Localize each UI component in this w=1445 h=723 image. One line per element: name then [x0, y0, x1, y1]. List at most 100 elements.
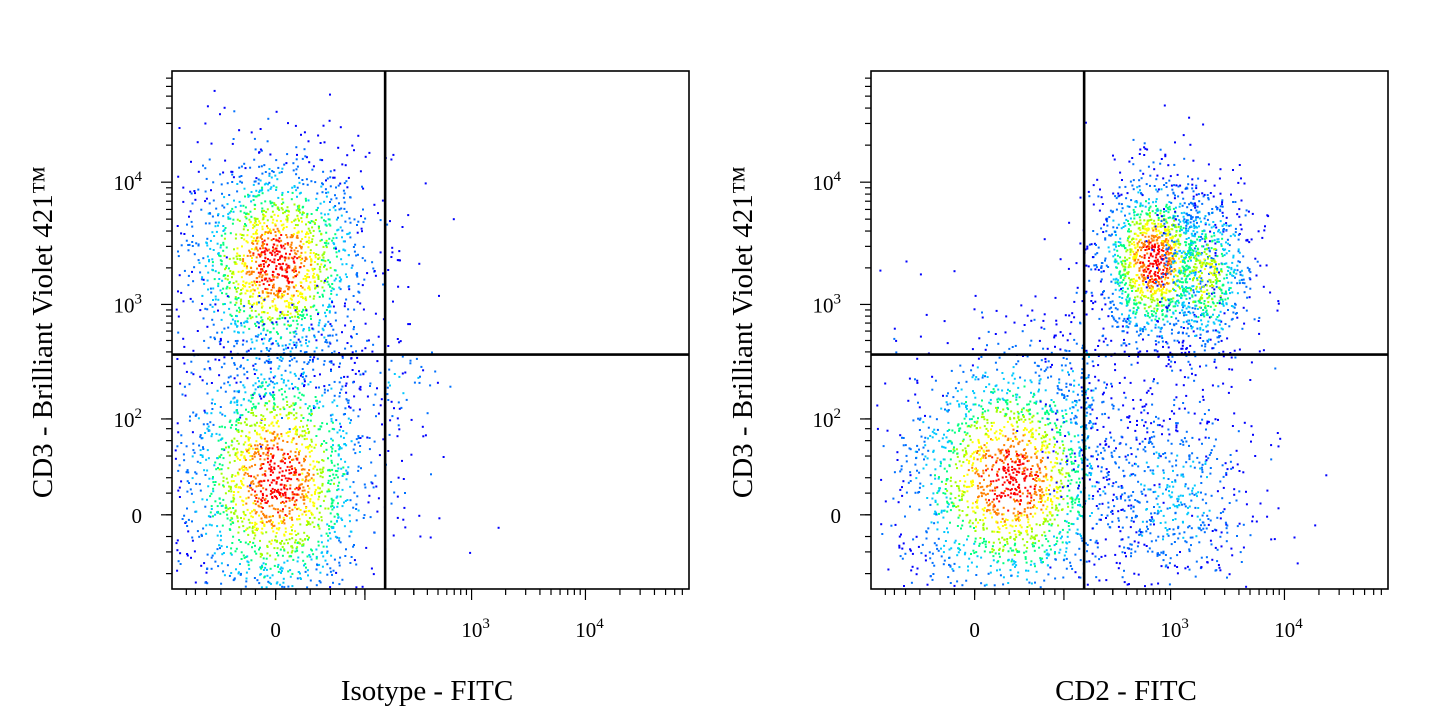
event-dot — [235, 301, 238, 304]
event-dot — [1225, 222, 1228, 225]
event-dot — [316, 284, 319, 287]
event-dot — [255, 522, 258, 525]
event-dot — [268, 172, 271, 175]
event-dot — [1139, 350, 1142, 353]
event-dot — [287, 256, 290, 259]
event-dot — [255, 247, 258, 250]
event-dot — [292, 260, 295, 263]
event-dot — [257, 504, 260, 507]
event-dot — [265, 347, 268, 349]
event-dot — [206, 105, 209, 108]
event-dot — [268, 505, 271, 508]
event-dot — [273, 547, 276, 550]
event-dot — [1116, 321, 1119, 324]
event-dot — [197, 243, 200, 246]
event-dot — [1189, 254, 1192, 256]
event-dot — [305, 156, 308, 159]
event-dot — [290, 198, 293, 201]
event-dot — [243, 265, 246, 268]
event-dot — [1225, 216, 1228, 219]
event-dot — [296, 257, 299, 260]
event-dot — [1208, 250, 1211, 253]
event-dot — [301, 368, 304, 370]
event-dot — [313, 465, 316, 468]
event-dot — [1163, 283, 1166, 286]
event-dot — [261, 172, 264, 175]
event-dot — [1107, 296, 1110, 299]
event-dot — [222, 484, 225, 487]
event-dot — [1079, 242, 1082, 245]
event-dot — [319, 270, 322, 273]
event-dot — [1199, 337, 1202, 339]
event-dot — [224, 504, 227, 507]
event-dot — [295, 433, 298, 436]
event-dot — [1118, 186, 1121, 189]
event-dot — [219, 411, 222, 414]
event-dot — [1139, 189, 1141, 192]
event-dot — [1157, 271, 1159, 274]
event-dot — [183, 514, 186, 517]
event-dot — [1117, 241, 1120, 243]
event-dot — [270, 489, 273, 492]
event-dot — [1154, 340, 1157, 342]
event-dot — [234, 550, 237, 553]
event-dot — [237, 429, 240, 432]
event-dot — [207, 425, 210, 428]
event-dot — [1165, 182, 1168, 184]
event-dot — [315, 197, 318, 200]
event-dot — [1146, 252, 1149, 255]
event-dot — [250, 475, 253, 478]
event-dot — [1156, 225, 1159, 228]
event-dot — [1150, 295, 1153, 298]
event-dot — [288, 266, 291, 269]
event-dot — [1168, 290, 1171, 293]
event-dot — [310, 410, 313, 413]
event-dot — [292, 558, 295, 561]
event-dot — [225, 477, 228, 480]
event-dot — [1165, 271, 1168, 274]
event-dot — [287, 413, 290, 416]
event-dot — [1163, 296, 1166, 299]
event-dot — [301, 435, 304, 438]
event-dot — [252, 226, 254, 229]
event-dot — [309, 241, 312, 244]
event-dot — [240, 292, 243, 295]
event-dot — [1147, 241, 1150, 244]
event-dot — [322, 363, 325, 366]
event-dot — [295, 534, 298, 536]
event-dot — [256, 335, 259, 338]
event-dot — [284, 505, 287, 508]
event-dot — [297, 571, 300, 573]
event-dot — [277, 288, 280, 291]
event-dot — [202, 317, 205, 320]
event-dot — [255, 527, 258, 530]
event-dot — [362, 208, 364, 211]
event-dot — [244, 292, 247, 295]
event-dot — [415, 357, 418, 360]
event-dot — [265, 248, 268, 251]
event-dot — [1167, 363, 1170, 366]
event-dot — [283, 533, 286, 536]
event-dot — [1140, 192, 1143, 195]
event-dot — [289, 575, 292, 578]
event-dot — [250, 493, 253, 496]
event-dot — [1162, 250, 1165, 252]
event-dot — [330, 445, 333, 448]
event-dot — [352, 448, 355, 451]
event-dot — [237, 442, 240, 445]
event-dot — [291, 303, 294, 306]
event-dot — [289, 312, 292, 315]
event-dot — [322, 295, 324, 298]
event-dot — [245, 435, 248, 438]
event-dot — [362, 187, 365, 190]
event-dot — [339, 226, 342, 229]
event-dot — [233, 330, 236, 333]
event-dot — [1142, 172, 1145, 175]
event-dot — [346, 399, 349, 402]
event-dot — [296, 153, 298, 156]
event-dot — [217, 467, 219, 469]
event-dot — [1168, 205, 1171, 208]
event-dot — [245, 224, 248, 227]
event-dot — [241, 414, 244, 417]
event-dot — [340, 258, 343, 261]
